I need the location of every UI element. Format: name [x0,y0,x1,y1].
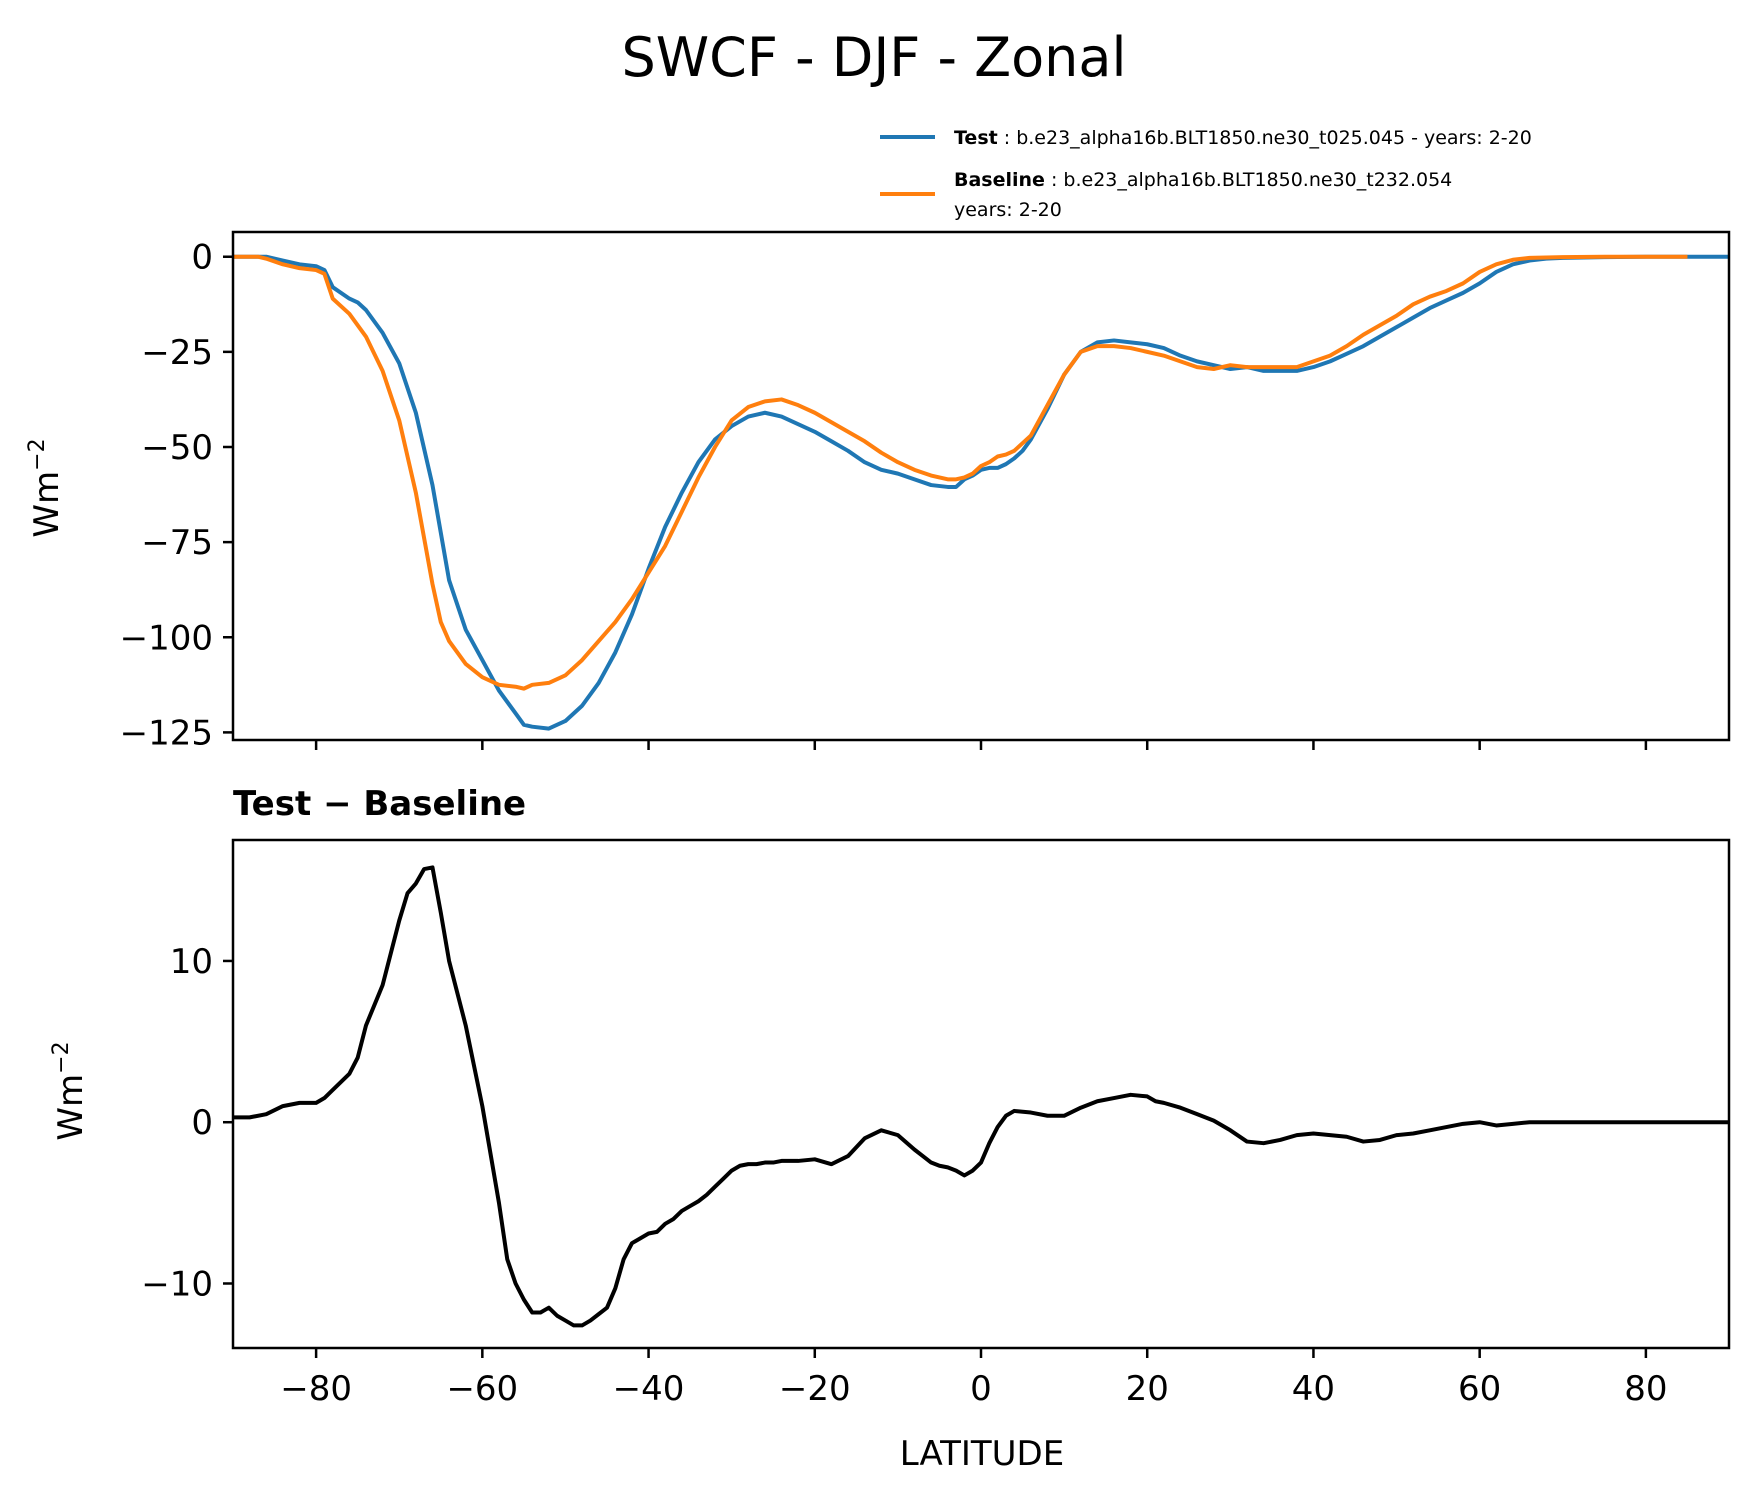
top-panel-series [233,254,1729,731]
top-panel-x-ticks [314,740,1648,750]
x-tick-label: 80 [1624,1369,1667,1409]
bottom-panel-y-ticks: 10 0 −10 [141,942,233,1304]
legend-label-baseline-line2: years: 2-20 [954,199,1062,221]
x-tick-label: 20 [1126,1369,1169,1409]
y-tick-label: −75 [141,523,213,563]
y-tick-label: −125 [120,713,213,753]
x-tick-label: −80 [280,1369,352,1409]
x-tick-label: −40 [613,1369,685,1409]
y-tick-label: 0 [191,238,213,278]
bottom-panel-y-axis-label-base: Wm [51,1074,91,1141]
y-tick-label: −25 [141,333,213,373]
legend: Test : b.e23_alpha16b.BLT1850.ne30_t025.… [880,127,1532,221]
bottom-panel-subtitle: Test − Baseline [233,784,526,824]
legend-baseline-text: b.e23_alpha16b.BLT1850.ne30_t232.054 [1063,169,1452,191]
bottom-panel-x-ticks: −80 −60 −40 −20 0 20 40 60 80 [280,1348,1668,1409]
top-panel-y-axis-label-base: Wm [27,471,67,538]
x-axis-label: LATITUDE [900,1434,1064,1474]
legend-label-test: Test : b.e23_alpha16b.BLT1850.ne30_t025.… [954,127,1532,149]
bottom-panel-series [233,865,1729,1328]
y-tick-label: −100 [120,618,213,658]
y-tick-label: 0 [191,1103,213,1143]
legend-test-name: Test [954,127,998,149]
x-tick-label: −20 [779,1369,851,1409]
y-tick-label: 10 [170,942,213,982]
y-tick-label: −50 [141,428,213,468]
series-line-test [233,254,1729,731]
legend-label-baseline: Baseline : b.e23_alpha16b.BLT1850.ne30_t… [954,169,1452,191]
series-line-baseline [233,254,1688,691]
y-tick-label: −10 [141,1264,213,1304]
bottom-panel-y-axis-label-sup: −2 [49,1041,74,1073]
x-tick-label: −60 [446,1369,518,1409]
top-panel-y-axis-label: Wm−2 [25,438,67,537]
series-line-test-baseline [233,865,1729,1328]
top-panel-y-axis-label-sup: −2 [25,438,50,470]
x-tick-label: 60 [1458,1369,1501,1409]
top-panel: 0 −25 −50 −75 −100 −125 Wm−2 [25,230,1731,753]
bottom-panel: 10 0 −10 −80 −60 −40 −20 0 20 40 60 80 Wm−2 [49,838,1731,1409]
top-panel-y-ticks: 0 −25 −50 −75 −100 −125 [120,238,233,753]
legend-baseline-name: Baseline [954,169,1045,191]
bottom-panel-y-axis-label: Wm−2 [49,1041,91,1140]
legend-test-text: b.e23_alpha16b.BLT1850.ne30_t025.045 - y… [1016,127,1532,149]
chart-title: SWCF - DJF - Zonal [622,26,1127,89]
x-tick-label: 0 [970,1369,992,1409]
x-tick-label: 40 [1292,1369,1335,1409]
